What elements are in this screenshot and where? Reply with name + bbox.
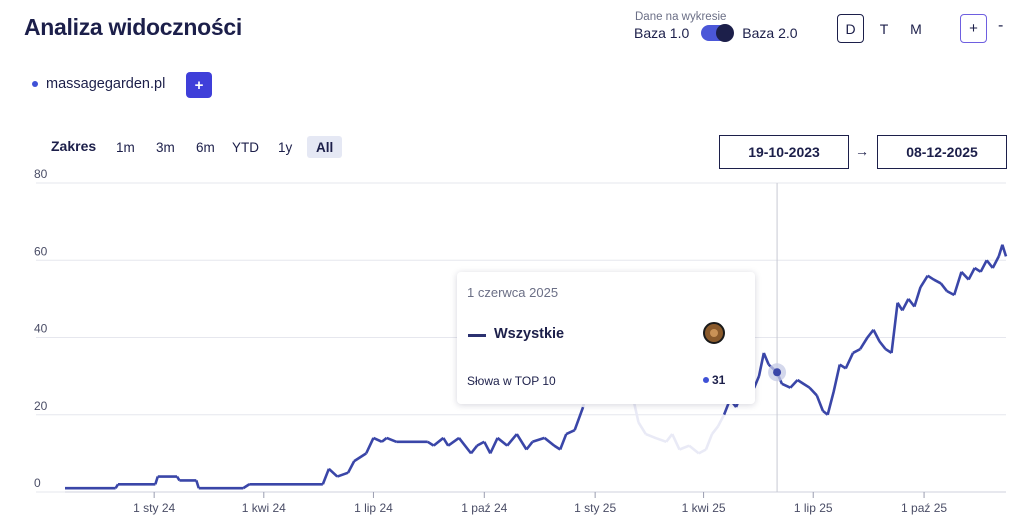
x-tick-label: 1 lip 24 — [354, 501, 393, 515]
range-1y-button[interactable]: 1y — [278, 139, 293, 155]
range-3m-button[interactable]: 3m — [156, 139, 175, 155]
date-range-arrow: → — [855, 143, 869, 159]
x-tick-label: 1 kwi 24 — [242, 501, 286, 515]
zoom-in-button[interactable]: + — [960, 14, 987, 43]
series-line-wszystkie — [65, 244, 1008, 490]
tooltip-metric-dot — [703, 377, 709, 383]
range-ytd-button[interactable]: YTD — [232, 139, 259, 155]
x-tick-label: 1 kwi 25 — [682, 501, 726, 515]
domain-favicon-icon — [703, 322, 725, 344]
y-tick-label: 40 — [34, 322, 48, 336]
x-tick-label: 1 sty 25 — [574, 501, 616, 515]
y-tick-label: 60 — [34, 244, 48, 258]
x-tick-label: 1 paź 25 — [901, 501, 947, 515]
period-month-button[interactable]: M — [910, 20, 922, 37]
page-title: Analiza widoczności — [24, 14, 242, 40]
range-6m-button[interactable]: 6m — [196, 139, 215, 155]
x-tick-label: 1 paź 24 — [461, 501, 507, 515]
base-2-label: Baza 2.0 — [742, 25, 798, 41]
period-day-button[interactable]: D — [837, 14, 864, 43]
x-tick-label: 1 lip 25 — [794, 501, 833, 515]
switch-knob — [716, 24, 735, 42]
tooltip-series-name: Wszystkie — [494, 326, 565, 342]
data-source-caption: Dane na wykresie — [635, 11, 727, 23]
tooltip-date: 1 czerwca 2025 — [467, 285, 559, 300]
range-all-button[interactable]: All — [307, 136, 343, 158]
x-axis: 1 sty 24 1 kwi 24 1 lip 24 1 paź 24 1 sty 25… — [65, 491, 1006, 515]
x-tick-label: 1 sty 24 — [133, 501, 175, 515]
period-week-button[interactable]: T — [879, 20, 889, 37]
add-domain-button[interactable]: + — [186, 72, 212, 98]
zoom-out-button[interactable]: - — [998, 17, 1004, 34]
tooltip-metric-value: 31 — [712, 373, 726, 387]
y-axis-labels: 0 20 40 60 80 — [34, 167, 48, 490]
domain-legend-item[interactable]: massagegarden.pl — [32, 76, 165, 92]
data-source-toggle-group: Dane na wykresie Baza 1.0 Baza 2.0 — [634, 11, 798, 42]
data-source-switch[interactable] — [701, 24, 735, 42]
range-label: Zakres — [51, 138, 97, 154]
tooltip-metric-label: Słowa w TOP 10 — [467, 374, 556, 388]
range-1m-button[interactable]: 1m — [116, 139, 135, 155]
domain-name: massagegarden.pl — [46, 76, 166, 92]
y-tick-label: 80 — [34, 167, 48, 181]
highlight-point — [773, 368, 782, 377]
base-1-label: Baza 1.0 — [634, 25, 690, 41]
y-tick-label: 0 — [34, 476, 41, 490]
chart-tooltip: 1 czerwca 2025 Wszystkie Słowa w TOP 10 … — [457, 272, 755, 404]
y-tick-label: 20 — [34, 399, 48, 413]
tooltip-series-swatch — [468, 334, 486, 337]
date-to-input[interactable]: 08-12-2025 — [877, 135, 1007, 169]
domain-color-dot — [32, 81, 38, 87]
date-from-input[interactable]: 19-10-2023 — [719, 135, 849, 169]
